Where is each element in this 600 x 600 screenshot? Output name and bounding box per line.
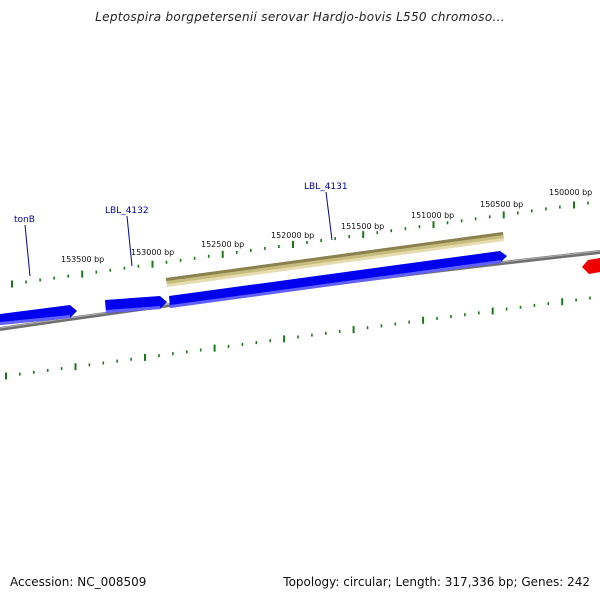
leader-line-lbl4131 [325, 191, 333, 241]
gene-label-lbl4132[interactable]: LBL_4132 [105, 206, 149, 216]
map-title: Leptospira borgpetersenii serovar Hardjo… [95, 10, 505, 24]
bp-label-152500: 152500 bp [201, 240, 244, 249]
topology-summary: Topology: circular; Length: 317,336 bp; … [283, 575, 590, 589]
upper-tick-ring [11, 201, 589, 288]
bp-label-150000: 150000 bp [549, 188, 592, 197]
bp-label-153000: 153000 bp [131, 248, 174, 257]
gene-label-tonb[interactable]: tonB [14, 215, 35, 225]
bp-label-150500: 150500 bp [480, 200, 523, 209]
bp-label-151000: 151000 bp [411, 211, 454, 220]
gene-label-lbl4131[interactable]: LBL_4131 [304, 182, 348, 192]
leader-line-lbl4132 [126, 215, 133, 267]
bp-label-153500: 153500 bp [61, 255, 104, 264]
bp-label-152000: 152000 bp [271, 231, 314, 240]
gene-arrow-left-edge[interactable] [0, 305, 77, 325]
gene-arrow-reverse[interactable] [582, 258, 600, 274]
bp-label-151500: 151500 bp [341, 222, 384, 231]
accession-text: Accession: NC_008509 [10, 575, 147, 589]
lower-tick-ring [5, 296, 591, 380]
leader-line-tonb [24, 224, 31, 277]
